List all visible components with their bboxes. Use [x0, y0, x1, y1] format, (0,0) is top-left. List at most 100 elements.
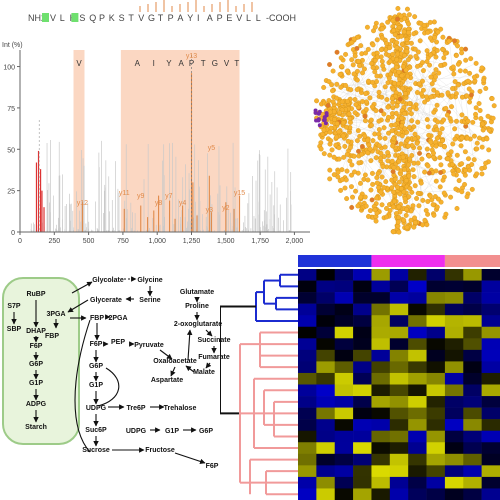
network-node	[477, 108, 483, 113]
heatmap-cell	[426, 326, 446, 339]
network-node	[373, 218, 379, 224]
band-label: Y	[166, 59, 172, 68]
heatmap-cell	[334, 315, 354, 328]
network-node	[441, 190, 447, 196]
network-node	[458, 143, 464, 149]
network-node	[334, 121, 340, 126]
network-node	[334, 95, 340, 101]
network-node	[340, 120, 346, 126]
heatmap-cell	[316, 292, 336, 304]
network-node	[362, 66, 367, 72]
heatmap-cell	[334, 430, 354, 443]
heatmap-cell	[444, 361, 464, 374]
network-node	[347, 158, 353, 164]
network-node	[368, 187, 374, 193]
network-node	[379, 174, 385, 180]
network-node	[420, 222, 426, 228]
network-node	[473, 105, 479, 111]
network-node	[350, 194, 355, 200]
network-node	[428, 35, 433, 41]
pathway-node-dhap: DHAP	[26, 328, 46, 335]
network-node	[372, 83, 378, 89]
heatmap-cell	[316, 488, 336, 500]
network-node	[365, 177, 371, 183]
network-node	[417, 145, 423, 151]
network-node-highlight	[324, 111, 329, 116]
network-node	[358, 180, 363, 186]
network-node	[365, 137, 371, 143]
network-node	[370, 138, 376, 144]
pathway-node-fumarate: Fumarate	[198, 354, 230, 361]
network-node	[479, 65, 485, 71]
network-node	[401, 217, 407, 223]
network-node	[352, 97, 358, 102]
network-node	[386, 75, 392, 81]
network-node	[425, 211, 431, 217]
network-node	[391, 165, 397, 171]
network-node	[393, 64, 399, 70]
pathway-arrow	[205, 362, 212, 369]
network-node	[463, 46, 469, 52]
network-node	[411, 174, 417, 180]
pathway-node-pga3: 3PGA	[46, 311, 65, 318]
residue-label: G	[148, 13, 155, 23]
network-node-highlight	[322, 117, 327, 122]
network-node	[339, 167, 345, 173]
heatmap-cell	[389, 372, 409, 385]
network-node	[459, 135, 465, 141]
residue-label: S	[119, 13, 125, 23]
y-ion-label: y4	[179, 200, 187, 207]
heatmap-cell	[481, 338, 500, 351]
network-node	[332, 117, 337, 122]
heatmap-cell	[481, 292, 500, 304]
heatmap-cell	[481, 372, 500, 385]
network-panel	[313, 6, 497, 235]
network-node	[330, 68, 336, 74]
row-dendrogram	[220, 273, 298, 496]
network-node	[469, 162, 475, 167]
heatmap-cell	[316, 430, 336, 443]
group-bar-blue	[298, 255, 372, 267]
residue-label: L	[256, 13, 261, 23]
network-node	[404, 37, 410, 43]
network-node	[395, 51, 401, 57]
heatmap-cell	[298, 407, 317, 420]
residue-label: V	[236, 13, 242, 23]
network-node	[354, 87, 360, 93]
residue-label: L	[246, 13, 251, 23]
network-node	[396, 158, 402, 164]
network-node	[485, 113, 491, 119]
heatmap-cell	[426, 349, 446, 362]
pathway-node-pep: PEP	[111, 339, 125, 346]
pathway-node-g6p2: G6P	[199, 428, 213, 435]
residue-label: P	[217, 13, 223, 23]
network-node	[433, 67, 439, 73]
network-node	[483, 86, 489, 91]
network-node	[441, 117, 446, 123]
heatmap-cell	[316, 407, 336, 420]
heatmap-cell	[444, 442, 464, 455]
network-node	[438, 170, 444, 175]
network-node	[440, 47, 446, 52]
network-node	[418, 91, 424, 97]
network-node	[402, 196, 408, 202]
network-node-highlight	[323, 121, 328, 126]
network-node	[334, 49, 340, 55]
network-node	[374, 73, 380, 79]
network-node	[374, 79, 380, 85]
heatmap-cell	[463, 280, 482, 293]
network-node	[354, 138, 360, 144]
heatmap-cell	[334, 453, 354, 466]
network-node	[426, 170, 432, 176]
heatmap-cell	[481, 269, 500, 281]
network-node	[452, 38, 457, 44]
y-tick-label: 50	[7, 147, 15, 154]
network-node	[354, 45, 360, 51]
network-node	[401, 52, 407, 58]
network-node	[468, 56, 474, 62]
heatmap-cell	[426, 407, 446, 420]
residue-label: I	[197, 13, 200, 23]
heatmap-cell	[316, 315, 336, 328]
heatmap-cell	[426, 338, 446, 351]
network-node	[362, 172, 368, 178]
